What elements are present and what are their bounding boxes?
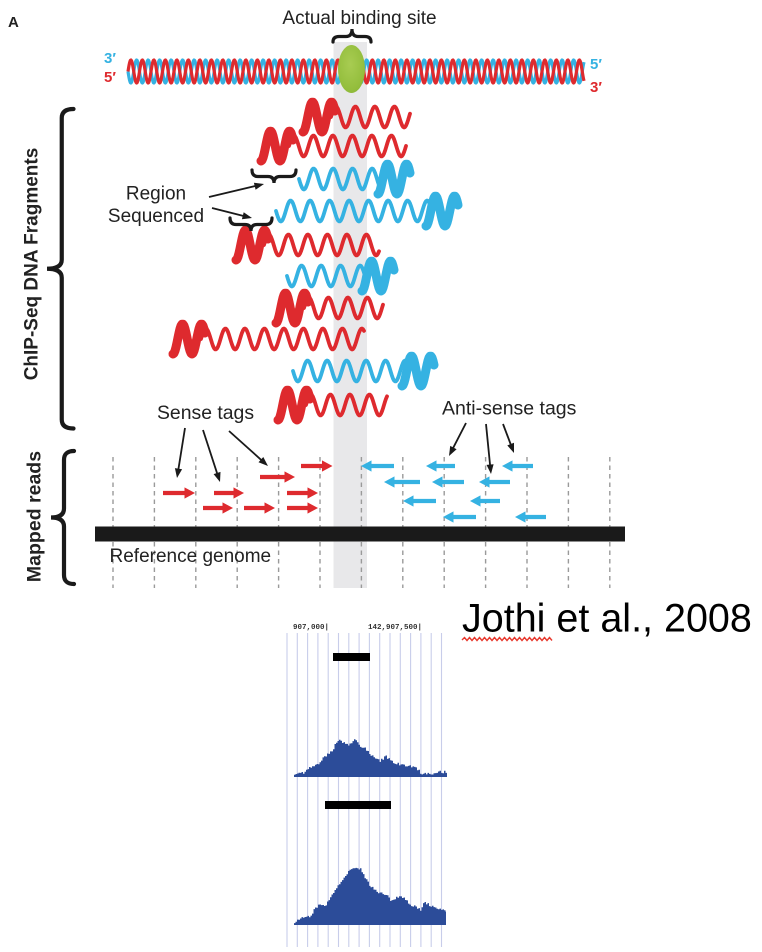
svg-text:5′: 5′ <box>590 56 602 73</box>
svg-text:Anti-sense tags: Anti-sense tags <box>442 398 577 420</box>
svg-text:Mapped reads: Mapped reads <box>24 451 46 582</box>
svg-text:907,000|: 907,000| <box>293 624 329 632</box>
svg-text:Reference genome: Reference genome <box>110 546 272 567</box>
svg-text:ChIP-Seq DNA Fragments: ChIP-Seq DNA Fragments <box>22 148 43 381</box>
svg-text:5′: 5′ <box>104 69 116 86</box>
svg-text:3′: 3′ <box>104 50 116 67</box>
svg-text:Actual binding site: Actual binding site <box>282 8 436 29</box>
svg-text:Jothi et al., 2008: Jothi et al., 2008 <box>462 597 752 641</box>
svg-text:3′: 3′ <box>590 79 602 96</box>
svg-text:A: A <box>8 14 19 31</box>
svg-text:Region: Region <box>126 184 186 205</box>
svg-text:Sequenced: Sequenced <box>108 206 204 227</box>
svg-text:Sense tags: Sense tags <box>157 402 254 424</box>
svg-text:142,907,500|: 142,907,500| <box>368 624 422 632</box>
